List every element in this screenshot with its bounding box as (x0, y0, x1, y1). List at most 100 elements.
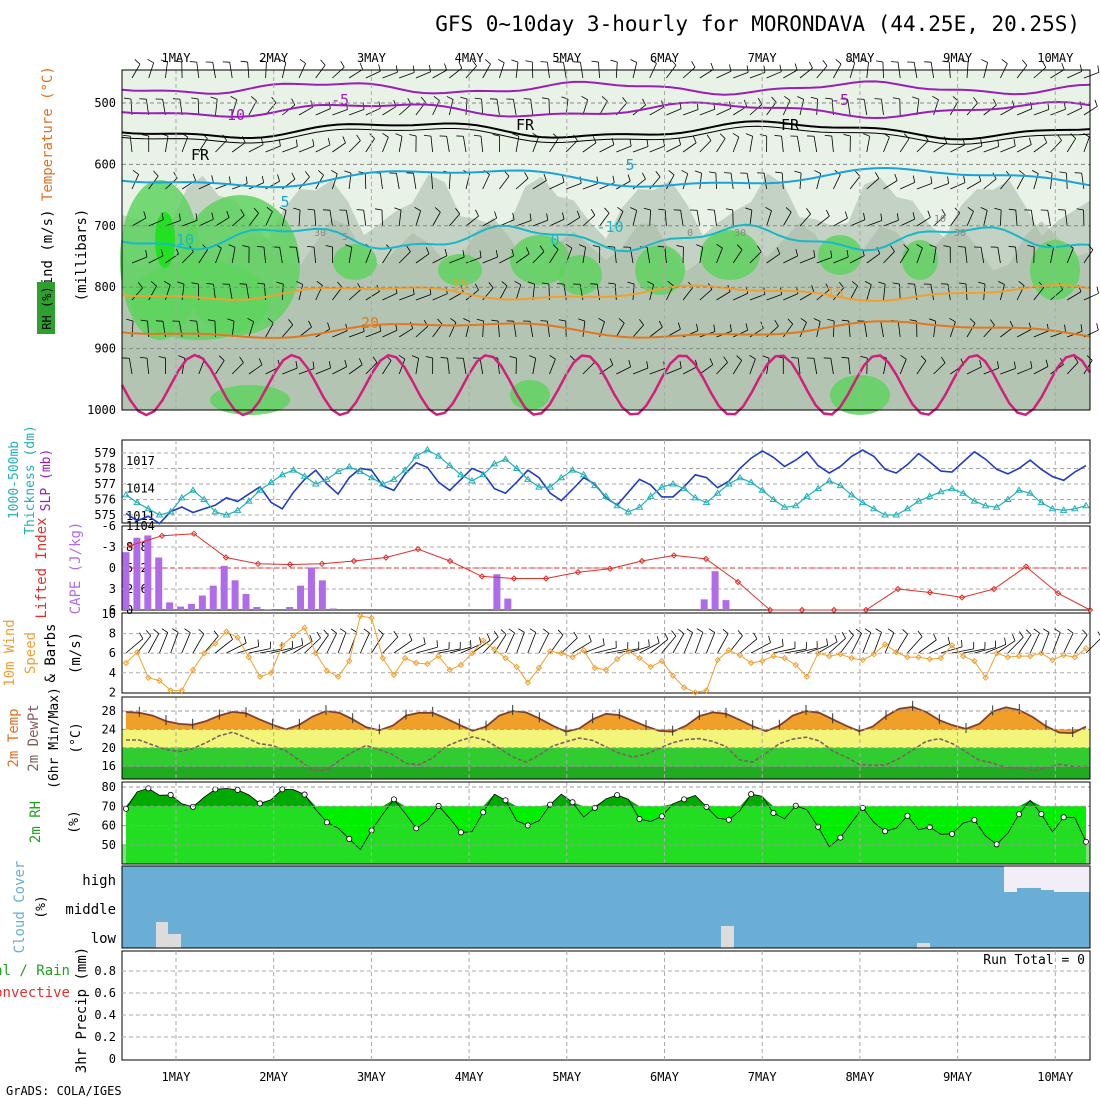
wind-barb-flag (643, 207, 651, 211)
rh-100-blob (155, 212, 175, 268)
wind-barb-flag (664, 632, 669, 640)
lifted-index-point (574, 568, 582, 576)
wind-barb (632, 284, 635, 301)
temp-axis-label-3: (6hr Min/Max) (47, 687, 62, 789)
wind-barb (582, 183, 599, 190)
wind-barb-flag (189, 61, 197, 63)
lifted-index-point (862, 606, 870, 614)
thickness-point (970, 497, 979, 504)
contour-label: 30 (734, 228, 746, 239)
wind-barb-flag (501, 281, 508, 287)
wind-speed-point (223, 628, 230, 635)
wind-barb-flag (458, 61, 463, 69)
wind-barb-flag (887, 628, 895, 634)
wind-barb-flag (794, 170, 802, 174)
thickness-point (657, 483, 666, 490)
lifted-index-point (1054, 589, 1062, 597)
wind-barb-flag (863, 133, 870, 137)
thickness-point (836, 481, 845, 489)
wind-barb-flag (656, 636, 660, 644)
wind-barb-flag (667, 281, 674, 286)
wind-barb (983, 146, 999, 153)
wind-speed-point (167, 687, 174, 694)
rh-point (993, 841, 1000, 848)
wind-barb (833, 287, 844, 301)
wind-barb (360, 632, 370, 654)
precip-panel: 0.8 0.6 0.4 0.2 0 Run Total = 0 Total / Rain Co… (0, 947, 1091, 1073)
thickness-point (713, 489, 722, 496)
wind-barb-flag (647, 281, 654, 285)
wind-barb (398, 358, 406, 375)
wind-barb (599, 144, 615, 153)
wind-barb (1083, 293, 1099, 301)
wind-barb (582, 99, 589, 116)
thickness-point (635, 503, 644, 510)
wind-tick: 2 (109, 685, 116, 699)
wind-barb (1016, 329, 1032, 338)
wind-barb (782, 323, 794, 338)
wind-barb (314, 210, 317, 227)
wind-barb-flag (512, 212, 515, 220)
lifted-index-point (382, 554, 390, 561)
wind-barb (916, 182, 933, 190)
wind-barb (884, 632, 895, 654)
wind-barb-flag (345, 244, 353, 248)
wind-barb-flag (471, 60, 477, 67)
lifted-index-point (350, 557, 358, 565)
wind-barb (237, 646, 259, 654)
thickness-point (959, 489, 968, 496)
wind-barb-flag (316, 631, 321, 639)
wind-barb (733, 71, 749, 79)
wind-barb (399, 72, 415, 79)
lifted-index-point (446, 557, 454, 565)
wind-speed-point (234, 634, 241, 641)
wind-barb-flag (342, 136, 346, 144)
wind-barb (1083, 360, 1093, 375)
wind-barb (732, 249, 743, 264)
wind-barb (996, 640, 1016, 654)
wind-speed-point (145, 674, 152, 681)
wind-barb (148, 255, 164, 264)
wind-speed-point (703, 687, 710, 694)
temp-band-below-16 (122, 766, 1090, 779)
wind-barb-flag (132, 169, 139, 175)
rh-point (748, 791, 755, 798)
wind-barb-flag (177, 281, 185, 285)
wind-barb (532, 284, 535, 301)
wind-barb-flag (147, 58, 154, 64)
wind-barb-flag (896, 213, 899, 221)
wind-barb-flag (860, 356, 868, 359)
wind-barb-flag (604, 207, 610, 214)
wind-barb-flag (1022, 59, 1028, 66)
cape-bar (187, 603, 195, 610)
wind-barb-flag (412, 287, 415, 295)
wind-barb-flag (307, 208, 315, 211)
thickness-point (948, 484, 956, 492)
wind-speed-point (714, 656, 721, 664)
wind-barb-flag (540, 61, 548, 63)
wind-barb-flag (903, 244, 909, 250)
wind-barb (781, 136, 784, 153)
wind-barb (1067, 71, 1082, 79)
wind-barb-flag (423, 134, 431, 137)
temp-tick: 16 (102, 759, 116, 773)
wind-barb-flag (757, 245, 762, 252)
slp-line (125, 449, 1087, 525)
wind-barb-flag (1018, 170, 1025, 176)
rh-point (569, 799, 576, 806)
wind-barb (766, 253, 781, 264)
li-axis-label: Lifted Index (34, 517, 50, 618)
rh-90-blob (130, 260, 270, 340)
wind-speed-point (602, 666, 610, 674)
wind-barb-flag (450, 317, 457, 323)
wind-barb-flag (707, 209, 715, 211)
wind-barb-flag (978, 281, 986, 285)
wind-barb-flag (1064, 324, 1066, 332)
thickness-point (557, 473, 566, 481)
wind-tick: 6 (109, 646, 116, 660)
li-tick: 0 (109, 561, 116, 575)
wind-barb (382, 136, 389, 153)
wind-barb-flag (317, 170, 324, 176)
